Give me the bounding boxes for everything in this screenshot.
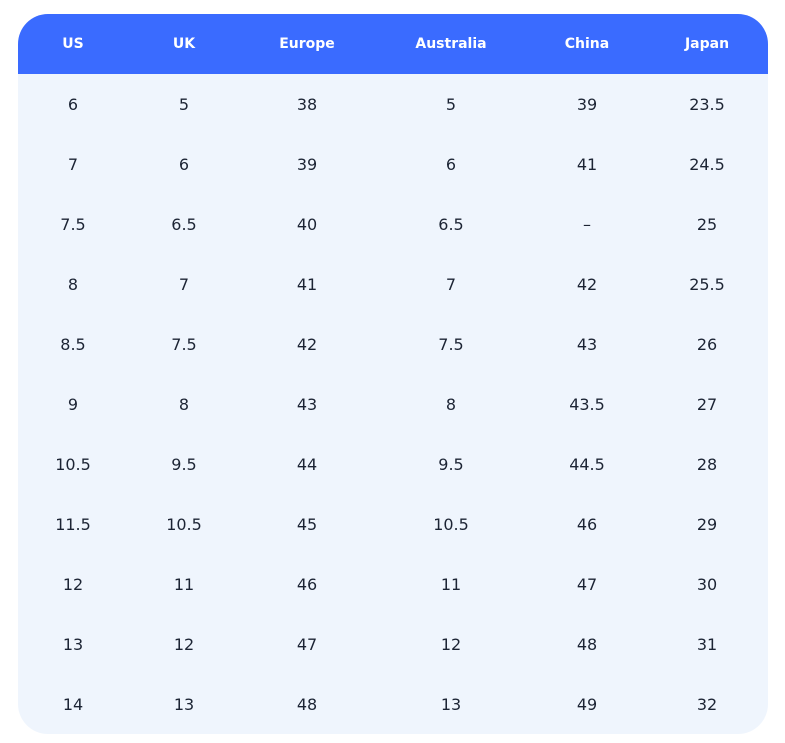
table-cell: 25.5 [689, 274, 725, 294]
size-table: US UK Europe Australia China Japan 6 5 38 5 39 23.… [18, 14, 768, 734]
table-row: 7.5 6.5 40 6.5 – 25 [18, 194, 768, 254]
table-cell: 41 [296, 274, 318, 294]
table-cell: 11 [440, 574, 462, 594]
table-cell: 43.5 [569, 394, 605, 414]
table-cell: 47 [576, 574, 598, 594]
table-cell: 5 [445, 94, 457, 114]
table-cell: 8 [178, 394, 190, 414]
table-cell: 7.5 [438, 334, 464, 354]
table-cell: 43 [296, 394, 318, 414]
table-cell: 6 [67, 94, 79, 114]
table-cell: 39 [576, 94, 598, 114]
table-cell: 7 [178, 274, 190, 294]
table-row: 10.5 9.5 44 9.5 44.5 28 [18, 434, 768, 494]
table-cell: 12 [62, 574, 84, 594]
table-cell: 43 [576, 334, 598, 354]
table-cell: 49 [576, 694, 598, 714]
table-cell: 5 [178, 94, 190, 114]
table-cell: 42 [296, 334, 318, 354]
table-cell: 32 [696, 694, 718, 714]
header-cell: Europe [279, 36, 335, 52]
table-cell: 12 [173, 634, 195, 654]
table-cell: 10.5 [433, 514, 469, 534]
table-row: 12 11 46 11 47 30 [18, 554, 768, 614]
table-cell: 23.5 [689, 94, 725, 114]
table-cell: 11 [173, 574, 195, 594]
table-cell: 41 [576, 154, 598, 174]
table-cell: 26 [696, 334, 718, 354]
table-cell: 42 [576, 274, 598, 294]
table-cell: 9.5 [438, 454, 464, 474]
table-cell: 6 [445, 154, 457, 174]
table-cell: 46 [296, 574, 318, 594]
table-cell: 6 [178, 154, 190, 174]
table-cell: 13 [440, 694, 462, 714]
table-cell: 8 [67, 274, 79, 294]
table-cell: 40 [296, 214, 318, 234]
table-row: 9 8 43 8 43.5 27 [18, 374, 768, 434]
table-cell: 46 [576, 514, 598, 534]
table-row: 7 6 39 6 41 24.5 [18, 134, 768, 194]
table-cell: 6.5 [438, 214, 464, 234]
table-cell: 30 [696, 574, 718, 594]
table-cell: 11.5 [55, 514, 91, 534]
table-cell: – [583, 214, 591, 234]
table-cell: 44.5 [569, 454, 605, 474]
table-cell: 24.5 [689, 154, 725, 174]
header-row: US UK Europe Australia China Japan [18, 14, 768, 74]
table-cell: 13 [173, 694, 195, 714]
table-cell: 8.5 [60, 334, 86, 354]
table-row: 11.5 10.5 45 10.5 46 29 [18, 494, 768, 554]
table-cell: 9.5 [171, 454, 197, 474]
table-cell: 8 [445, 394, 457, 414]
table-cell: 39 [296, 154, 318, 174]
table-cell: 27 [696, 394, 718, 414]
table-cell: 31 [696, 634, 718, 654]
table-cell: 7 [445, 274, 457, 294]
table-row: 8.5 7.5 42 7.5 43 26 [18, 314, 768, 374]
table-cell: 13 [62, 634, 84, 654]
header-cell: Japan [684, 36, 730, 52]
header-cell: UK [172, 36, 196, 52]
table-cell: 44 [296, 454, 318, 474]
table-cell: 47 [296, 634, 318, 654]
table-cell: 45 [296, 514, 318, 534]
table-cell: 28 [696, 454, 718, 474]
table-cell: 38 [296, 94, 318, 114]
table-cell: 25 [696, 214, 718, 234]
header-cell: Australia [415, 36, 487, 52]
table-cell: 10.5 [55, 454, 91, 474]
table-cell: 7.5 [60, 214, 86, 234]
table-row: 14 13 48 13 49 32 [18, 674, 768, 734]
table-cell: 29 [696, 514, 718, 534]
table-row: 6 5 38 5 39 23.5 [18, 74, 768, 134]
table-cell: 12 [440, 634, 462, 654]
table-cell: 6.5 [171, 214, 197, 234]
table-cell: 48 [296, 694, 318, 714]
table-cell: 7.5 [171, 334, 197, 354]
table-cell: 9 [67, 394, 79, 414]
table-cell: 10.5 [166, 514, 202, 534]
table-cell: 48 [576, 634, 598, 654]
table-row: 8 7 41 7 42 25.5 [18, 254, 768, 314]
header-cell: China [564, 36, 610, 52]
table-cell: 14 [62, 694, 84, 714]
table-cell: 7 [67, 154, 79, 174]
table-row: 13 12 47 12 48 31 [18, 614, 768, 674]
header-cell: US [62, 36, 84, 52]
